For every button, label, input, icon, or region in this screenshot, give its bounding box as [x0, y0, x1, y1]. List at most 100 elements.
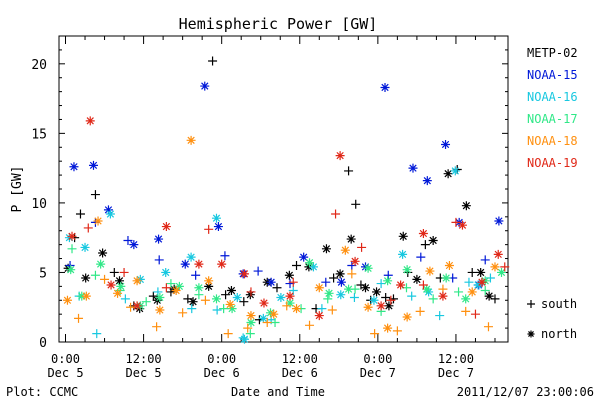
- north-star-marker: [292, 304, 302, 314]
- south-plus-marker: [407, 291, 417, 301]
- north-star-marker: [494, 216, 504, 226]
- south-plus-marker: [331, 209, 341, 219]
- north-star-marker: [438, 291, 448, 301]
- south-plus-marker: [415, 306, 425, 316]
- north-star-marker: [96, 259, 106, 269]
- north-star-marker: [93, 216, 103, 226]
- north-star-marker: [155, 305, 165, 315]
- south-plus-marker: [161, 283, 171, 293]
- south-plus-marker: [323, 294, 333, 304]
- series-noaa-17: [66, 244, 506, 339]
- south-plus-marker: [120, 294, 130, 304]
- south-plus-marker: [123, 235, 133, 245]
- chart-title: Hemispheric Power [GW]: [179, 15, 378, 33]
- north-star-marker: [285, 291, 295, 301]
- series-noaa-16: [64, 166, 495, 344]
- x-tick-time-label: 12:00: [282, 352, 318, 366]
- south-plus-marker: [428, 294, 438, 304]
- north-star-marker: [418, 229, 428, 239]
- marker-legend-south: south: [541, 297, 577, 311]
- y-tick-label: 0: [39, 336, 47, 351]
- north-star-marker: [217, 259, 227, 269]
- north-star-marker: [369, 295, 379, 305]
- south-plus-marker: [67, 244, 77, 254]
- north-star-marker: [336, 290, 346, 300]
- north-star-marker: [115, 276, 125, 286]
- south-plus-marker: [470, 309, 480, 319]
- north-star-marker: [444, 261, 454, 270]
- north-star-marker: [360, 262, 370, 272]
- south-plus-marker: [191, 270, 201, 280]
- north-star-marker: [105, 209, 115, 219]
- north-star-marker: [477, 277, 487, 287]
- north-star-marker: [258, 313, 268, 323]
- south-plus-marker: [223, 329, 233, 339]
- north-star-marker: [226, 286, 236, 296]
- south-plus-marker: [272, 283, 282, 293]
- south-plus-marker: [204, 224, 214, 234]
- north-star-marker: [363, 263, 373, 273]
- south-plus-marker: [126, 302, 136, 312]
- x-tick-time-label: 12:00: [126, 352, 162, 366]
- y-tick-label: 5: [39, 266, 47, 281]
- north-star-marker: [129, 240, 139, 250]
- series-noaa-18: [62, 135, 500, 339]
- y-tick-label: 15: [31, 127, 47, 142]
- x-tick-time-label: 0:00: [363, 352, 392, 366]
- north-star-marker: [232, 292, 242, 302]
- south-plus-marker: [90, 190, 100, 200]
- north-star-marker: [194, 259, 204, 269]
- north-star-marker: [461, 294, 471, 304]
- south-plus-marker: [435, 311, 445, 321]
- north-star-marker: [204, 281, 214, 291]
- north-star-marker: [476, 267, 486, 277]
- north-star-marker: [496, 267, 506, 277]
- south-plus-marker: [305, 320, 315, 330]
- north-star-marker: [484, 291, 494, 301]
- south-plus-marker: [416, 252, 426, 262]
- north-star-marker: [285, 298, 295, 308]
- south-plus-marker: [467, 267, 477, 277]
- north-star-marker: [314, 283, 324, 293]
- north-star-marker: [372, 287, 382, 297]
- north-star-marker: [67, 231, 77, 241]
- north-star-marker: [188, 297, 198, 307]
- north-star-marker: [350, 256, 360, 266]
- south-plus-marker: [480, 255, 490, 265]
- south-plus-marker: [392, 326, 402, 336]
- north-star-marker: [66, 265, 76, 275]
- y-axis-ticks: 0 5 10 15 20: [31, 49, 508, 351]
- data-points: [62, 56, 510, 344]
- north-star-marker: [443, 169, 453, 179]
- north-star-marker: [398, 231, 408, 241]
- south-plus-marker: [347, 269, 357, 279]
- south-plus-marker: [349, 292, 359, 302]
- x-tick-date-label: Dec 7: [438, 366, 474, 380]
- south-plus-marker: [100, 274, 110, 284]
- north-star-marker: [490, 262, 500, 272]
- legend: METP-02 NOAA-15 NOAA-16 NOAA-17 NOAA-18 NOAA-…: [527, 46, 578, 170]
- south-plus-marker: [288, 277, 298, 287]
- north-star-marker: [344, 284, 354, 294]
- x-tick-date-label: Dec 5: [47, 366, 83, 380]
- north-star-marker: [284, 270, 294, 280]
- north-star-marker: [493, 249, 503, 259]
- north-star-marker: [171, 286, 181, 296]
- south-plus-marker: [344, 166, 354, 176]
- south-plus-marker: [357, 242, 367, 252]
- x-tick-date-label: Dec 5: [126, 366, 162, 380]
- north-star-marker: [113, 288, 123, 298]
- y-axis-label: P [GW]: [10, 166, 25, 213]
- x-tick-time-label: 0:00: [207, 352, 236, 366]
- north-star-marker: [376, 301, 386, 311]
- north-star-marker: [194, 283, 204, 293]
- north-star-marker: [245, 290, 255, 300]
- north-star-marker: [461, 201, 471, 211]
- north-star-marker: [457, 220, 467, 230]
- north-star-marker: [384, 301, 394, 311]
- north-star-marker: [412, 274, 422, 284]
- north-star-marker: [103, 205, 113, 215]
- north-star-marker: [473, 280, 483, 290]
- north-star-marker: [186, 135, 196, 145]
- north-star-marker: [239, 269, 249, 279]
